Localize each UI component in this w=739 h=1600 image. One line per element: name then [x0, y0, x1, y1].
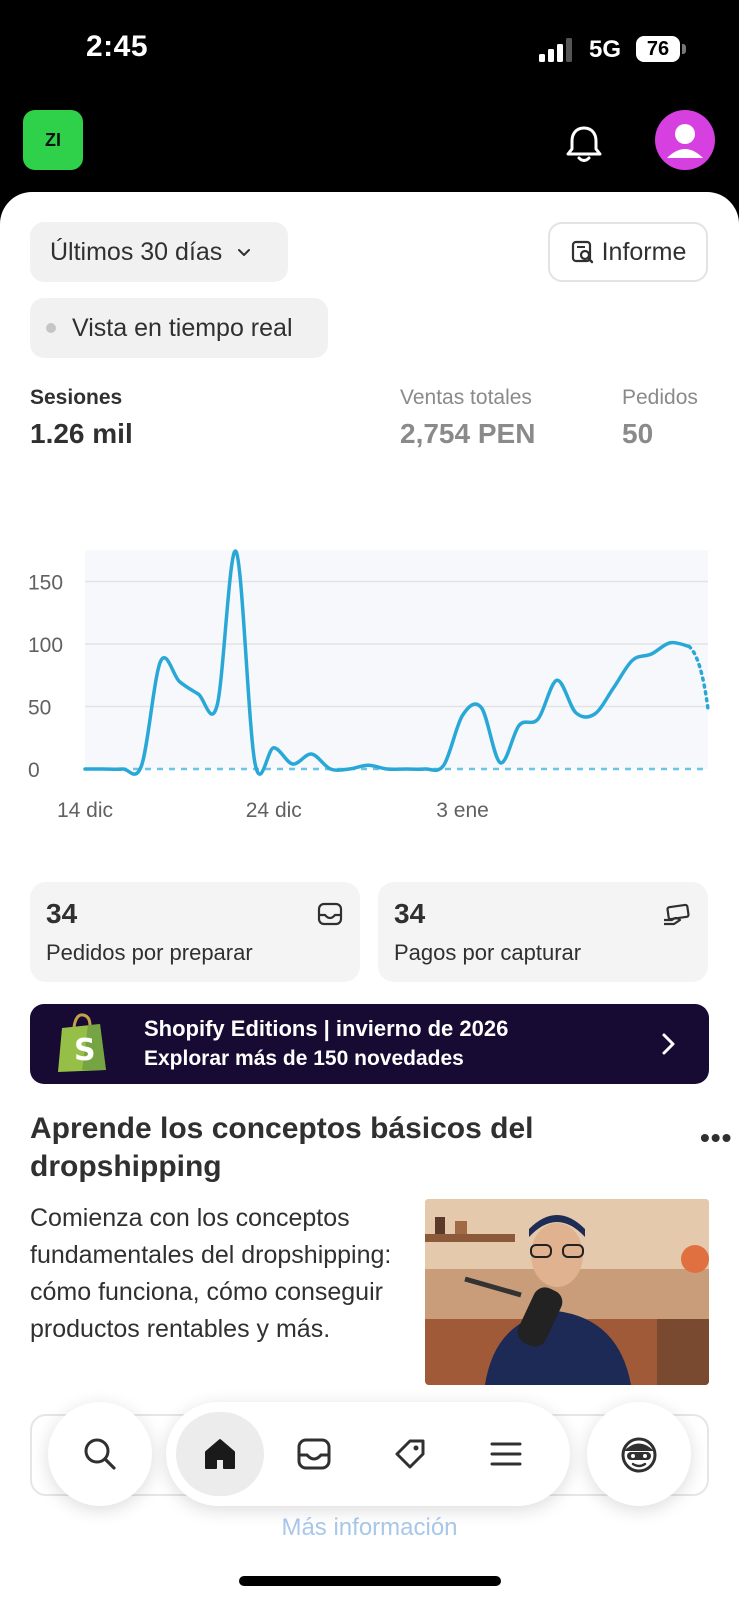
search-icon [84, 1438, 116, 1470]
menu-icon[interactable] [488, 1436, 524, 1472]
realtime-view-button[interactable]: Vista en tiempo real [30, 298, 328, 358]
sessions-series-line [83, 549, 691, 776]
nav-home-button[interactable] [176, 1412, 264, 1496]
learn-card-body: Comienza con los conceptos fundamentales… [30, 1204, 392, 1343]
date-range-selector[interactable]: Últimos 30 días [30, 222, 288, 282]
metric-label: Ventas totales [400, 386, 532, 409]
date-range-label: Últimos 30 días [50, 237, 223, 266]
report-label: Informe [601, 237, 687, 266]
store-avatar[interactable]: ZI [23, 110, 83, 170]
shopify-bag-icon: S [58, 1013, 106, 1072]
x-tick-label: 3 ene [436, 799, 489, 822]
battery-nub [682, 44, 686, 54]
sidekick-icon [621, 1437, 657, 1473]
card-hand-icon [664, 903, 690, 926]
top-bar: ZI [0, 100, 739, 192]
card-label: Pagos por capturar [394, 940, 582, 965]
realtime-label: Vista en tiempo real [72, 313, 293, 342]
metric-value: 2,754 PEN [400, 418, 536, 449]
metric-sessions[interactable]: Sesiones 1.26 mil [30, 386, 133, 450]
y-tick-label: 50 [28, 697, 51, 720]
y-tick-label: 150 [28, 572, 63, 595]
shopify-editions-banner[interactable]: S Shopify Editions | invierno de 2026 Ex… [30, 1004, 709, 1084]
metric-orders[interactable]: Pedidos 50 [622, 386, 698, 450]
metric-label: Sesiones [30, 386, 123, 409]
report-button[interactable]: Informe [548, 222, 708, 282]
metric-value: 1.26 mil [30, 418, 133, 449]
bell-icon[interactable] [560, 120, 608, 168]
more-info-link[interactable]: Más información [281, 1514, 458, 1541]
bottom-nav [166, 1402, 570, 1506]
orders-icon[interactable] [296, 1436, 332, 1472]
status-time: 2:45 [86, 30, 149, 63]
learn-card-title: Aprende los conceptos básicos del dropsh… [30, 1112, 534, 1183]
svg-text:S: S [74, 1033, 96, 1068]
inbox-icon [317, 902, 343, 926]
home-icon [205, 1439, 235, 1469]
home-content: Últimos 30 días Informe Vista en tiempo … [0, 192, 739, 1600]
chevron-right-icon [662, 1033, 675, 1055]
network-label: 5G [589, 36, 622, 63]
status-bar: 2:45 5G 76 [0, 0, 739, 100]
home-indicator [239, 1576, 501, 1586]
banner-title: Shopify Editions | invierno de 2026 [144, 1016, 509, 1041]
banner-subtitle: Explorar más de 150 novedades [144, 1047, 464, 1070]
sidekick-button[interactable] [587, 1402, 691, 1506]
card-label: Pedidos por preparar [46, 940, 253, 965]
metric-label: Pedidos [622, 386, 698, 409]
metric-value: 50 [622, 418, 654, 449]
sessions-series-projection [687, 644, 710, 711]
card-value: 34 [46, 898, 78, 929]
report-search-icon [571, 240, 593, 264]
chevron-down-icon [238, 249, 251, 256]
metric-total-sales[interactable]: Ventas totales 2,754 PEN [400, 386, 535, 450]
plot-background [85, 550, 708, 769]
more-options-button[interactable]: ••• [700, 1122, 733, 1153]
sessions-chart[interactable]: 0 50 100 150 14 dic 24 dic 3 ene [0, 532, 739, 852]
card-value: 34 [394, 898, 426, 929]
x-tick-label: 14 dic [57, 799, 113, 822]
y-tick-label: 100 [28, 634, 63, 657]
nav-search-button[interactable] [48, 1402, 152, 1506]
battery-icon: 76 [636, 36, 680, 62]
y-tick-label: 0 [28, 759, 40, 782]
x-tick-label: 24 dic [246, 799, 302, 822]
realtime-dot-icon [46, 323, 56, 333]
user-icon [667, 124, 703, 158]
orders-to-fulfill-card[interactable]: 34 Pedidos por preparar [30, 882, 360, 982]
payments-to-capture-card[interactable]: 34 Pagos por capturar [378, 882, 708, 982]
products-icon[interactable] [392, 1436, 428, 1472]
signal-icon [539, 38, 572, 62]
video-thumbnail[interactable] [425, 1199, 709, 1385]
profile-button[interactable] [655, 110, 715, 170]
